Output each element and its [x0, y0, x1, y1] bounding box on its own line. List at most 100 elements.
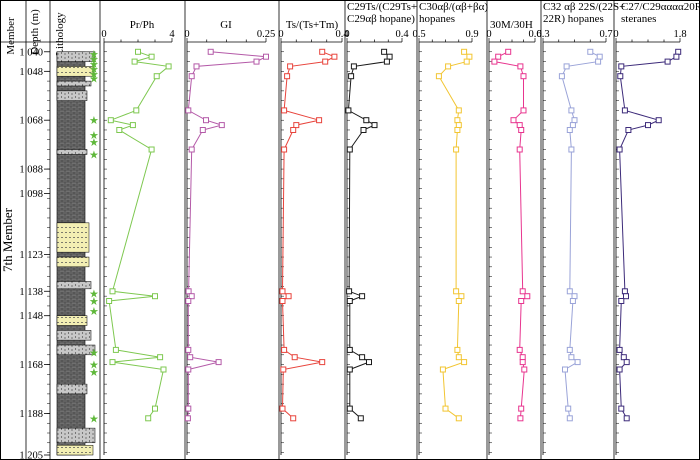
data-point — [435, 73, 442, 80]
data-point — [350, 63, 357, 70]
data-point — [129, 122, 136, 129]
data-point — [188, 73, 195, 80]
data-point — [346, 366, 353, 373]
star-marker-icon: ★ — [89, 296, 99, 308]
data-point — [454, 346, 461, 353]
data-point — [466, 53, 473, 60]
data-point — [645, 122, 651, 129]
data-point — [519, 354, 526, 361]
data-point — [625, 127, 632, 133]
data-point — [558, 73, 565, 80]
lithology-base-layer — [56, 51, 86, 456]
panel-2: GI 0 0.25 — [184, 0, 280, 460]
data-point — [160, 366, 167, 373]
depth-axis: 1 040 1 048 1 068 1 088 1 098 1 123 1 138 1 148… — [19, 47, 50, 460]
data-point — [346, 288, 353, 295]
panel-title: C27/C29αααα20R steranes — [621, 1, 700, 25]
lithology-layer — [56, 66, 94, 77]
data-point — [623, 415, 630, 422]
member-header: Member — [5, 17, 17, 55]
panel-title: GI — [220, 19, 232, 31]
panel-title: C32 αβ 22S/(22S+ 22R) hopanes — [543, 1, 625, 25]
lithology-layer — [56, 444, 94, 456]
lithology-layer — [56, 256, 90, 268]
series-line — [187, 51, 268, 419]
data-point — [495, 53, 502, 60]
panel-tick-label: 0 — [278, 29, 283, 40]
data-point — [386, 53, 393, 60]
lithology-layer — [56, 383, 88, 395]
data-point — [291, 354, 298, 361]
data-point — [519, 359, 526, 366]
data-point — [596, 53, 603, 60]
panel-tick-label: 0 — [613, 29, 618, 40]
panel-title: 30M/30H — [490, 19, 533, 31]
panel-tick-label: 0 — [344, 29, 349, 40]
data-point — [346, 346, 353, 353]
star-marker-icon: ★ — [89, 69, 99, 81]
panel-title: C29Ts/(C29Ts+ C29αβ hopane) — [347, 1, 417, 25]
data-point — [131, 58, 138, 65]
data-point — [331, 53, 338, 60]
panel-tick-label: 4 — [169, 29, 175, 40]
data-point — [621, 288, 628, 295]
data-point — [518, 405, 525, 412]
data-point — [521, 366, 528, 373]
star-marker-icon: ★ — [89, 360, 99, 372]
data-point — [112, 346, 119, 353]
data-point — [453, 288, 460, 295]
data-point — [187, 354, 194, 361]
data-point — [280, 366, 287, 373]
series-line — [281, 51, 336, 419]
data-point — [363, 117, 370, 124]
data-point — [107, 117, 114, 124]
data-point — [148, 146, 155, 153]
data-point — [319, 48, 326, 55]
data-point — [218, 122, 225, 129]
data-point — [184, 415, 191, 422]
member-label: 7th Member — [0, 207, 15, 272]
data-point — [571, 117, 578, 124]
data-point — [359, 293, 366, 300]
panel-4: C29Ts/(C29Ts+ C29αβ hopane) 0 0.4 — [344, 0, 418, 460]
panel-tick-label: 0.25 — [257, 29, 275, 40]
data-point — [284, 73, 291, 80]
data-point — [346, 298, 353, 304]
data-point — [520, 73, 527, 80]
data-point — [281, 107, 288, 114]
lithology-column: ★★★★★★★★★★★★★★★★★ — [56, 49, 99, 456]
data-point — [616, 346, 623, 353]
data-point — [655, 117, 662, 124]
data-point — [109, 288, 116, 295]
star-marker-icon: ★ — [89, 59, 99, 71]
data-point — [516, 146, 523, 153]
data-point — [109, 359, 116, 366]
panel-7: C32 αβ 22S/(22S+ 22R) hopanes 0.3 0.7 — [536, 0, 625, 460]
star-marker-icon: ★ — [89, 54, 99, 66]
panel-title-line: GI — [220, 19, 232, 31]
data-point — [207, 48, 214, 55]
data-point — [505, 48, 512, 55]
data-point — [357, 415, 364, 422]
data-point — [617, 73, 624, 80]
star-marker-icon: ★ — [89, 130, 99, 142]
data-point — [455, 298, 462, 304]
data-point — [285, 293, 292, 300]
panel-tick-label: 0.7 — [599, 29, 612, 40]
data-point — [215, 359, 222, 366]
panel-title-line: Pr/Ph — [130, 19, 155, 31]
depth-tick-label: 1 148 — [19, 311, 43, 322]
depth-tick-label: 1 048 — [19, 67, 43, 78]
data-point — [524, 293, 531, 300]
data-point — [566, 415, 573, 422]
depth-tick-label: 1 123 — [19, 250, 43, 261]
star-marker-icon: ★ — [89, 74, 99, 86]
panel-tick-label: 0 — [486, 29, 491, 40]
data-point — [519, 288, 526, 295]
series-line — [561, 51, 601, 419]
data-point — [281, 346, 288, 353]
panel-tick-label: 0.4 — [395, 29, 409, 40]
star-marker-icon: ★ — [89, 367, 99, 379]
